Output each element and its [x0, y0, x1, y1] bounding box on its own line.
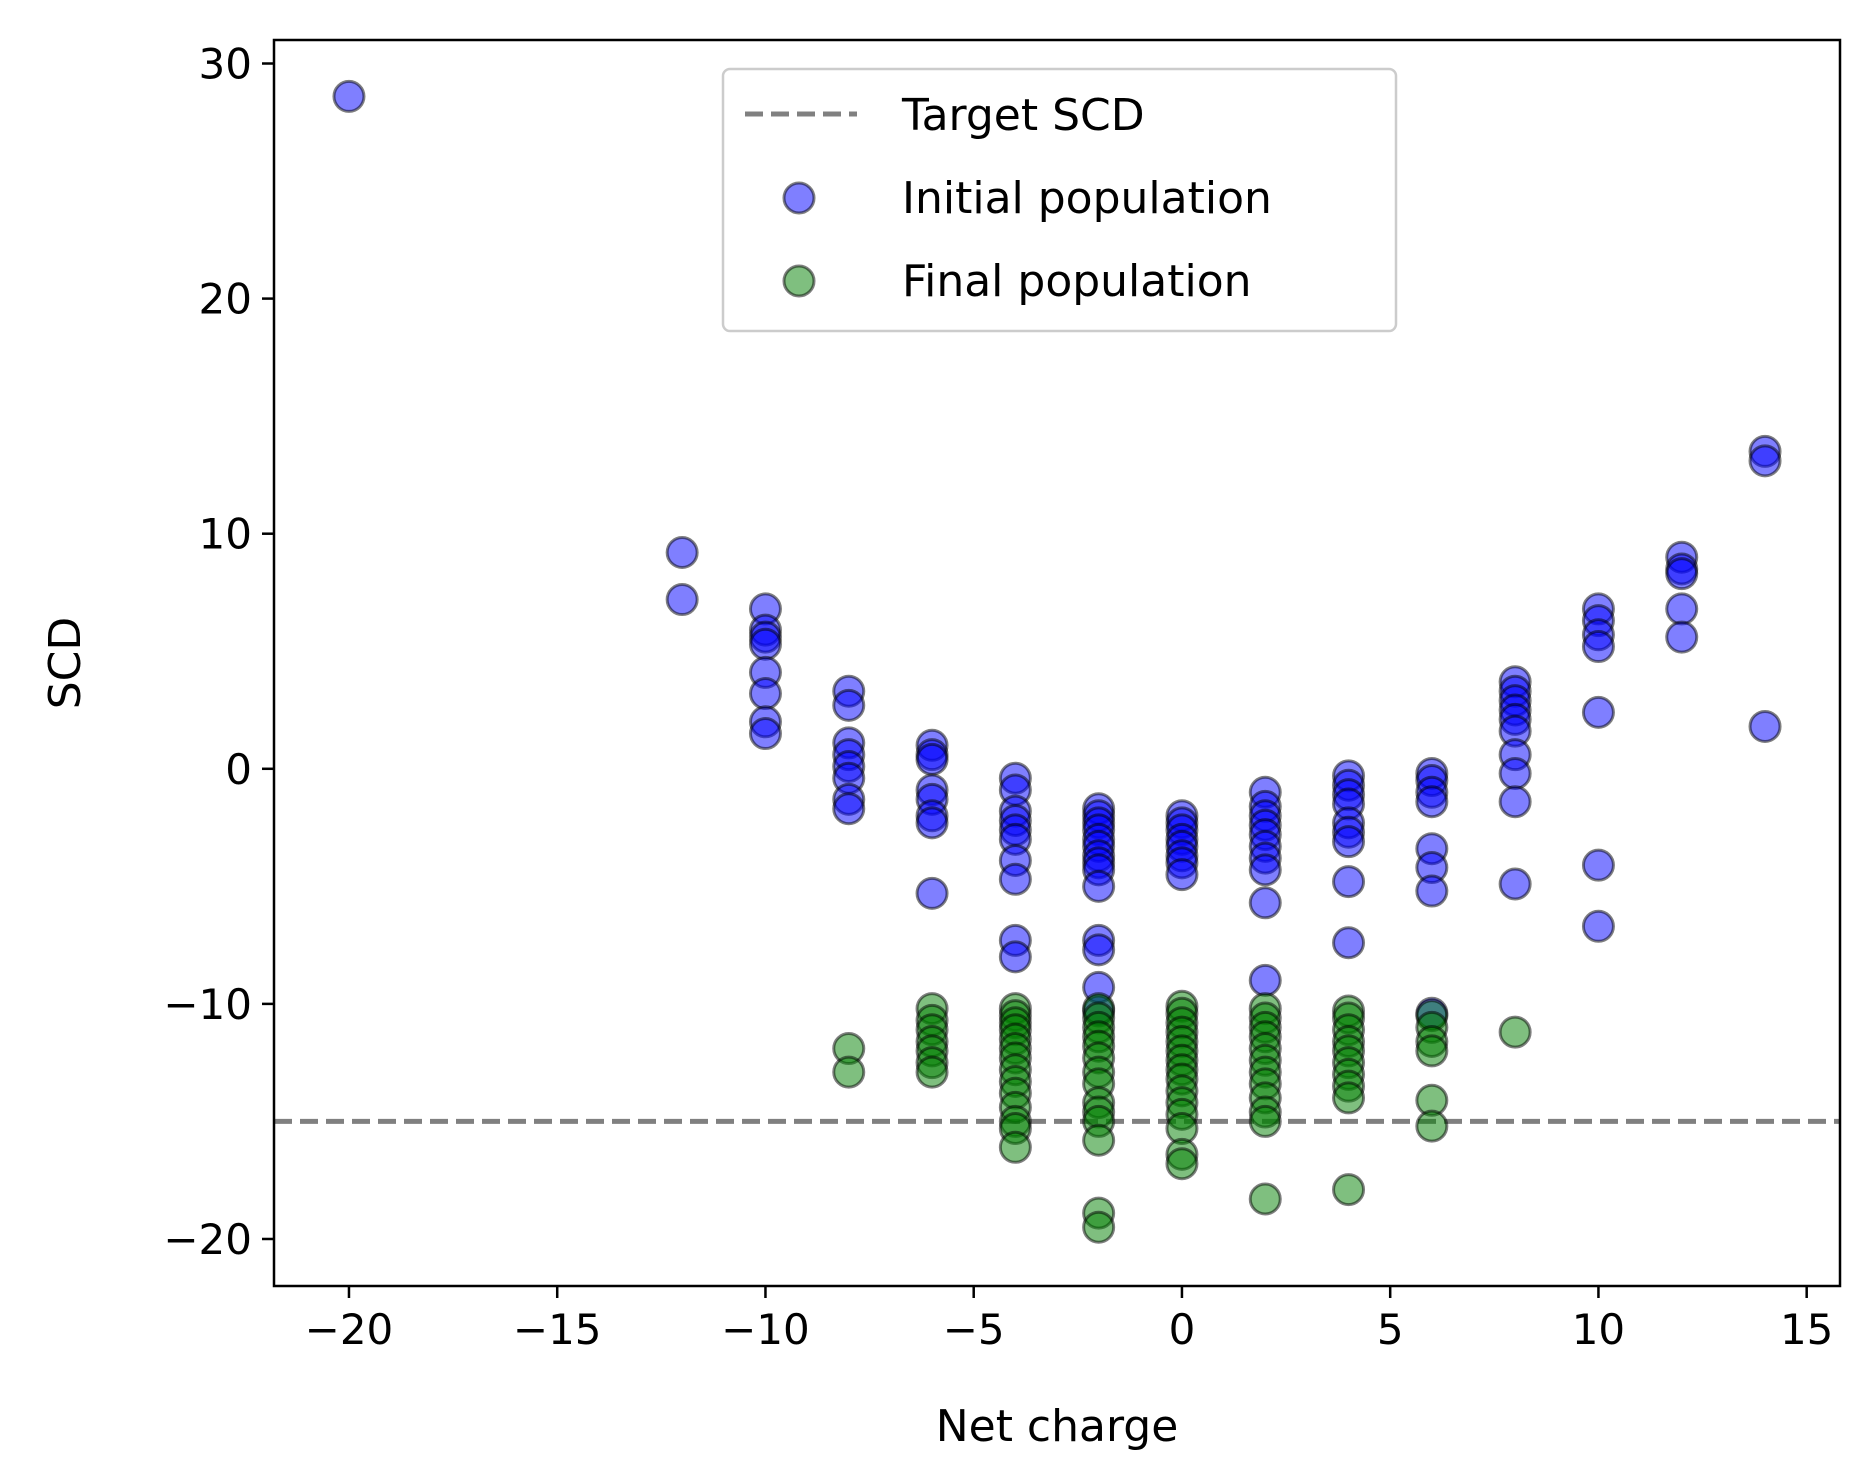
- final-population-point: [1248, 1182, 1282, 1216]
- final-population-point: [832, 1055, 866, 1089]
- final-population-point: [1082, 1123, 1116, 1157]
- y-ticks: −20 −10 0 10 20 30: [163, 40, 274, 1264]
- initial-population-point: [1332, 865, 1366, 899]
- legend-target-label: Target SCD: [901, 90, 1145, 141]
- initial-population-point: [1248, 853, 1282, 887]
- final-population-point: [1498, 1015, 1532, 1049]
- final-population-point: [1415, 1109, 1449, 1143]
- initial-population-point: [1165, 858, 1199, 892]
- final-population-point: [1332, 1173, 1366, 1207]
- legend-initial-label: Initial population: [902, 173, 1272, 224]
- x-axis-label: Net charge: [936, 1401, 1179, 1452]
- y-axis-label: SCD: [40, 617, 91, 710]
- y-tick-label: −20: [163, 1215, 252, 1264]
- final-population-point: [1415, 1034, 1449, 1068]
- initial-population-point: [748, 627, 782, 661]
- final-population-point: [1332, 1081, 1366, 1115]
- initial-population-point: [1581, 909, 1615, 943]
- initial-population-point: [1498, 867, 1532, 901]
- initial-population-point: [665, 536, 699, 570]
- initial-population-point: [915, 876, 949, 910]
- initial-population-point: [1665, 592, 1699, 626]
- initial-population-point: [748, 717, 782, 751]
- initial-population-point: [748, 677, 782, 711]
- x-tick-label: −10: [721, 1305, 810, 1354]
- legend-initial-marker: [782, 181, 816, 215]
- y-tick-label: 0: [225, 745, 252, 794]
- initial-population-point: [832, 688, 866, 722]
- initial-population-point: [1332, 926, 1366, 960]
- initial-population-point: [1332, 825, 1366, 859]
- x-ticks: −20 −15 −10 −5 0 5 10 15: [305, 1286, 1833, 1354]
- y-tick-label: 20: [199, 275, 252, 324]
- initial-population-point: [915, 806, 949, 840]
- legend-final-marker: [782, 264, 816, 298]
- final-population-point: [1165, 1147, 1199, 1181]
- initial-population-point: [1665, 620, 1699, 654]
- initial-population-point: [832, 792, 866, 826]
- initial-population-point: [1415, 785, 1449, 819]
- initial-population-point: [1082, 869, 1116, 903]
- x-tick-label: −15: [513, 1305, 602, 1354]
- initial-population-point: [1665, 557, 1699, 591]
- initial-population-point: [1581, 848, 1615, 882]
- legend-final-label: Final population: [902, 256, 1252, 307]
- initial-population-point: [1498, 756, 1532, 790]
- x-tick-label: 5: [1377, 1305, 1404, 1354]
- y-tick-label: −10: [163, 980, 252, 1029]
- final-population-point: [1082, 1210, 1116, 1244]
- x-tick-label: −5: [943, 1305, 1005, 1354]
- x-tick-label: −20: [305, 1305, 394, 1354]
- initial-population-point: [1248, 963, 1282, 997]
- initial-population-point: [1415, 874, 1449, 908]
- initial-population-point: [998, 862, 1032, 896]
- y-tick-label: 30: [199, 40, 252, 89]
- initial-population-point: [1748, 444, 1782, 478]
- series-final: [832, 989, 1532, 1244]
- series-initial: [332, 79, 1782, 1030]
- final-population-point: [915, 1055, 949, 1089]
- initial-population-point: [1748, 709, 1782, 743]
- initial-population-point: [1248, 886, 1282, 920]
- y-tick-label: 10: [199, 510, 252, 559]
- initial-population-point: [998, 940, 1032, 974]
- initial-population-point: [332, 79, 366, 113]
- final-population-point: [998, 1130, 1032, 1164]
- x-tick-label: 15: [1780, 1305, 1833, 1354]
- points-layer: [332, 79, 1782, 1244]
- initial-population-point: [1581, 630, 1615, 664]
- final-population-point: [1248, 1104, 1282, 1138]
- x-tick-label: 0: [1169, 1305, 1196, 1354]
- initial-population-point: [665, 583, 699, 617]
- x-tick-label: 10: [1572, 1305, 1625, 1354]
- initial-population-point: [1498, 785, 1532, 819]
- plot-frame: [272, 38, 1842, 1288]
- legend: Target SCD Initial population Final popu…: [721, 67, 1398, 333]
- legend-box: [721, 67, 1398, 333]
- initial-population-point: [1581, 695, 1615, 729]
- initial-population-point: [1082, 933, 1116, 967]
- initial-population-point: [915, 742, 949, 776]
